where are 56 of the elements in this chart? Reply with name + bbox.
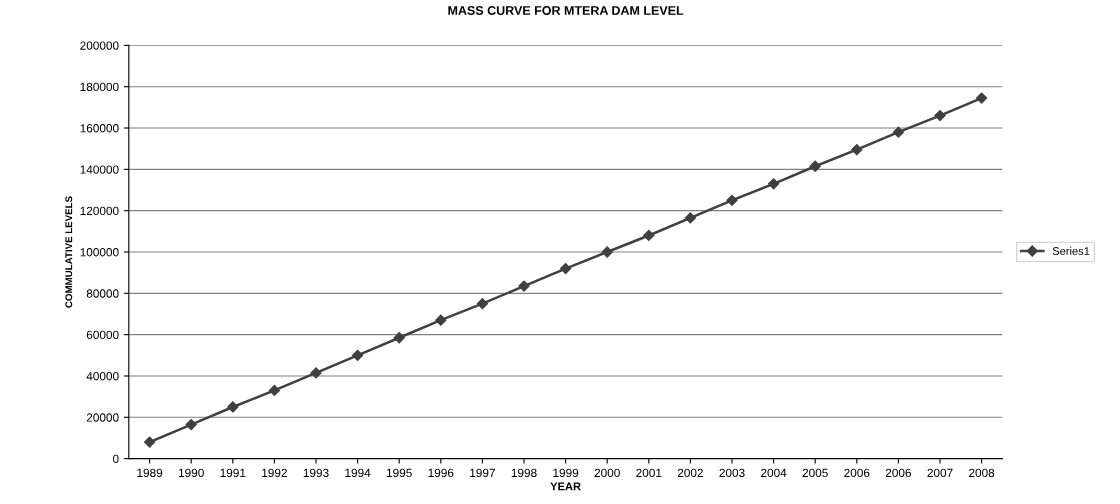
x-tick-label: 1994 <box>345 468 371 478</box>
x-tick-label: 1998 <box>511 468 537 478</box>
y-tick-label: 60000 <box>86 330 119 340</box>
point <box>476 298 489 310</box>
point <box>767 178 780 190</box>
y-tick-label: 180000 <box>80 82 119 92</box>
y-tick-label: 0 <box>112 454 119 464</box>
x-tick-label: 2006 <box>885 468 912 478</box>
x-tick-label: 2000 <box>594 468 620 478</box>
x-tick-label: 1997 <box>470 468 495 478</box>
y-tick-label: 20000 <box>86 413 119 422</box>
y-axis-title: COMMULATIVE LEVELS <box>65 196 73 308</box>
x-tick-label: 2006 <box>844 468 870 478</box>
y-tick-label: 40000 <box>86 372 119 381</box>
x-tick-label: 1992 <box>262 468 287 478</box>
point <box>975 92 988 104</box>
x-tick-label: 2007 <box>927 468 953 478</box>
x-tick-label: 2001 <box>636 468 662 478</box>
x-tick-label: 2004 <box>761 468 787 478</box>
x-tick-label: 1995 <box>386 468 412 478</box>
point <box>809 160 821 172</box>
point <box>393 332 405 344</box>
x-tick-label: 2003 <box>719 468 745 478</box>
x-tick-label: 1996 <box>428 468 454 478</box>
y-tick-label: 200000 <box>80 41 119 50</box>
x-tick-label: 2008 <box>969 468 995 478</box>
point <box>143 436 156 448</box>
legend-label: Series1 <box>1052 246 1090 255</box>
x-tick-label: 1993 <box>303 468 329 478</box>
x-tick-label: 2002 <box>677 468 703 478</box>
x-axis-title: YEAR <box>550 482 581 491</box>
point <box>726 194 738 206</box>
x-tick-label: 1989 <box>137 468 163 478</box>
y-tick-label: 120000 <box>80 206 119 216</box>
point <box>601 246 613 258</box>
x-tick-label: 1999 <box>553 468 579 478</box>
point <box>892 126 905 138</box>
point <box>851 144 863 156</box>
point <box>934 110 946 122</box>
point <box>268 384 281 397</box>
x-tick-label: 1991 <box>220 468 246 478</box>
y-tick-label: 100000 <box>80 248 119 257</box>
y-tick-label: 140000 <box>80 165 119 174</box>
point <box>559 262 572 275</box>
point <box>185 418 197 431</box>
x-tick-label: 2005 <box>802 468 828 478</box>
point <box>435 314 447 326</box>
y-tick-label: 160000 <box>80 124 119 133</box>
point <box>351 349 364 361</box>
chart-title: MASS CURVE FOR MTERA DAM LEVEL <box>448 6 684 15</box>
point <box>643 229 655 242</box>
x-tick-label: 1990 <box>178 468 204 478</box>
point <box>684 212 697 224</box>
point <box>310 367 322 379</box>
y-tick-label: 80000 <box>86 289 119 298</box>
point <box>227 401 239 413</box>
